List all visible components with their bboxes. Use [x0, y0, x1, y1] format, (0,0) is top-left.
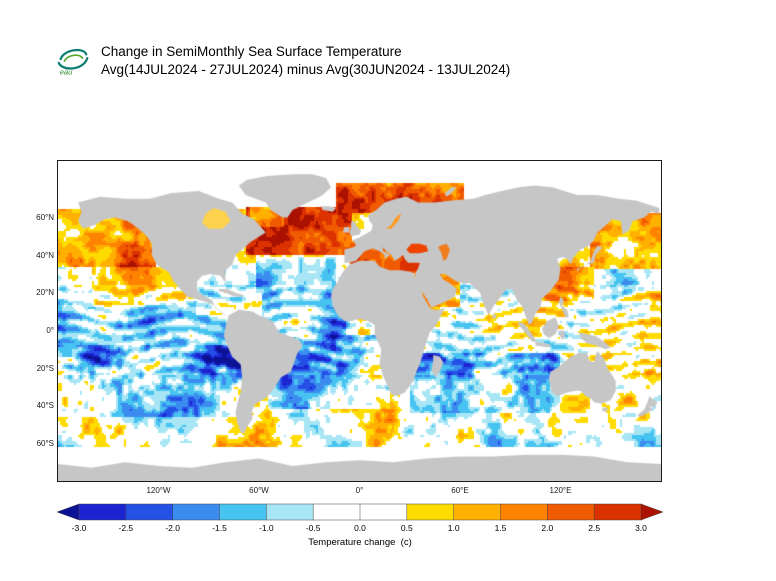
colorbar-segment — [266, 503, 314, 521]
world-sst-map-canvas — [58, 161, 661, 481]
colorbar-tick-label: 2.0 — [541, 523, 553, 533]
lat-tick-label: 40°N — [36, 250, 54, 260]
colorbar-tick-label: 0.5 — [401, 523, 413, 533]
colorbar-label: Temperature change (c) — [308, 537, 412, 548]
figure-title: Change in SemiMonthly Sea Surface Temper… — [101, 44, 402, 59]
map-panel: 60°N 40°N 20°N 0° 20°S 40°S 60°S 120°W 60°W 0° 60… — [36, 160, 662, 495]
colorbar-segment — [547, 503, 595, 521]
colorbar-segment — [312, 503, 361, 521]
colorbar-tick-label: -2.0 — [165, 523, 180, 533]
colorbar-tick-label: -1.0 — [259, 523, 274, 533]
figure-subtitle: Avg(14JUL2024 - 27JUL2024) minus Avg(30J… — [101, 62, 511, 77]
logo-swirl-inner-icon — [63, 54, 84, 62]
colorbar-segment — [78, 503, 127, 521]
colorbar-tick-label: 1.5 — [495, 523, 507, 533]
colorbar-right-arrow — [640, 503, 664, 521]
logo-swirl-top-icon — [59, 48, 88, 61]
logo-swirl-bottom-icon — [57, 57, 89, 70]
colorbar-segment — [125, 503, 174, 521]
colorbar-segment — [453, 503, 502, 521]
colorbar-tick-label: 1.0 — [448, 523, 460, 533]
colorbar-segment — [359, 503, 408, 521]
colorbar-segment — [172, 503, 221, 521]
colorbar-tick-label: 0.0 — [354, 523, 366, 533]
lat-tick-label: 40°S — [36, 401, 54, 411]
lat-tick-label: 60°S — [36, 438, 54, 448]
colorbar-tick-label: -0.5 — [306, 523, 321, 533]
colorbar-segment — [500, 503, 548, 521]
figure-header: eau Change in SemiMonthly Sea Surface Te… — [54, 42, 510, 80]
lon-tick-label: 120°W — [146, 486, 171, 495]
colorbar-segment — [593, 503, 642, 521]
lat-tick-label: 60°N — [36, 212, 54, 222]
colorbar-segment — [406, 503, 455, 521]
lon-tick-label: 120°E — [549, 486, 572, 495]
logo-text: eau — [60, 67, 73, 76]
colorbar-tick-label: -1.5 — [212, 523, 227, 533]
lat-tick-label: 20°S — [36, 363, 54, 373]
colorbar-tick-label: -3.0 — [72, 523, 87, 533]
lon-tick-label: 60°W — [249, 486, 269, 495]
colorbar-left-arrow — [56, 503, 80, 521]
figure-titles: Change in SemiMonthly Sea Surface Temper… — [101, 42, 510, 79]
colorbar-scale: -3.0 -2.5 -2.0 -1.5 -1.0 -0.5 0.0 0.5 1.0 1.5 2.0 2… — [56, 503, 664, 533]
colorbar-tick-label: 3.0 — [635, 523, 647, 533]
colorbar-tick-label: 2.5 — [588, 523, 600, 533]
colorbar: -3.0 -2.5 -2.0 -1.5 -1.0 -0.5 0.0 0.5 1.0 1.5 2.0 2… — [56, 503, 664, 550]
colorbar-segment — [219, 503, 267, 521]
org-logo: eau — [57, 48, 89, 76]
lon-tick-label: 60°E — [451, 486, 469, 495]
lat-tick-label: 20°N — [36, 288, 54, 298]
lat-tick-label: 0° — [46, 325, 54, 335]
lon-tick-label: 0° — [355, 486, 364, 495]
colorbar-tick-label: -2.5 — [119, 523, 134, 533]
